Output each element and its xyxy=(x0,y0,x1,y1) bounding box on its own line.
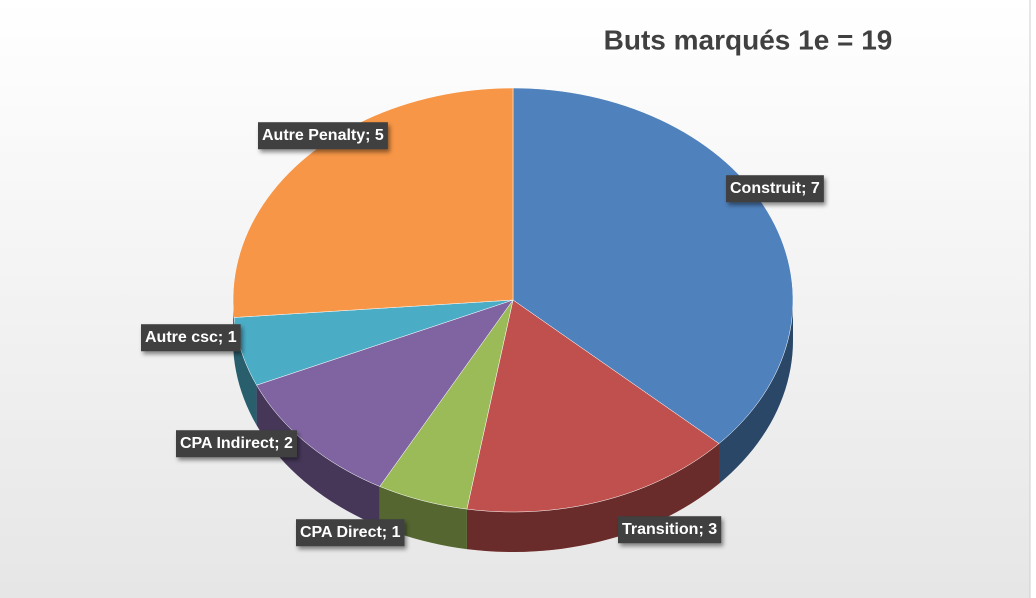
data-label: Autre csc; 1 xyxy=(141,324,241,352)
slice-side xyxy=(719,300,793,484)
data-label: Transition; 3 xyxy=(618,516,722,544)
slice xyxy=(379,299,514,510)
slice-side xyxy=(466,443,720,552)
slice-side xyxy=(256,385,380,527)
slice-side xyxy=(233,317,257,426)
slice xyxy=(232,87,514,318)
data-label-box xyxy=(141,324,241,352)
data-label-box xyxy=(296,519,405,547)
slice-side-shade xyxy=(466,443,720,552)
data-label-text: CPA Indirect; 2 xyxy=(180,435,293,452)
data-label: Autre Penalty; 5 xyxy=(258,122,388,150)
slice-side-shade xyxy=(256,385,380,527)
data-label: Construit; 7 xyxy=(726,175,824,203)
slice-side-shade xyxy=(719,300,793,484)
chart-title: Buts marqués 1e = 19 xyxy=(604,24,893,55)
data-label-text: Construit; 7 xyxy=(730,180,820,197)
data-label-text: Autre csc; 1 xyxy=(145,329,237,346)
data-label-box xyxy=(618,516,722,544)
data-label-text: Transition; 3 xyxy=(622,521,717,538)
data-label-text: Autre Penalty; 5 xyxy=(262,127,384,144)
data-label: CPA Direct; 1 xyxy=(296,519,405,547)
data-label-box xyxy=(726,175,824,203)
data-label: CPA Indirect; 2 xyxy=(176,430,298,458)
slice xyxy=(512,87,794,444)
data-label-box xyxy=(176,430,298,458)
slice xyxy=(256,299,514,487)
data-label-text: CPA Direct; 1 xyxy=(300,524,401,541)
data-label-box xyxy=(258,122,388,150)
slice-side-shade xyxy=(233,317,257,426)
slice xyxy=(466,299,720,513)
